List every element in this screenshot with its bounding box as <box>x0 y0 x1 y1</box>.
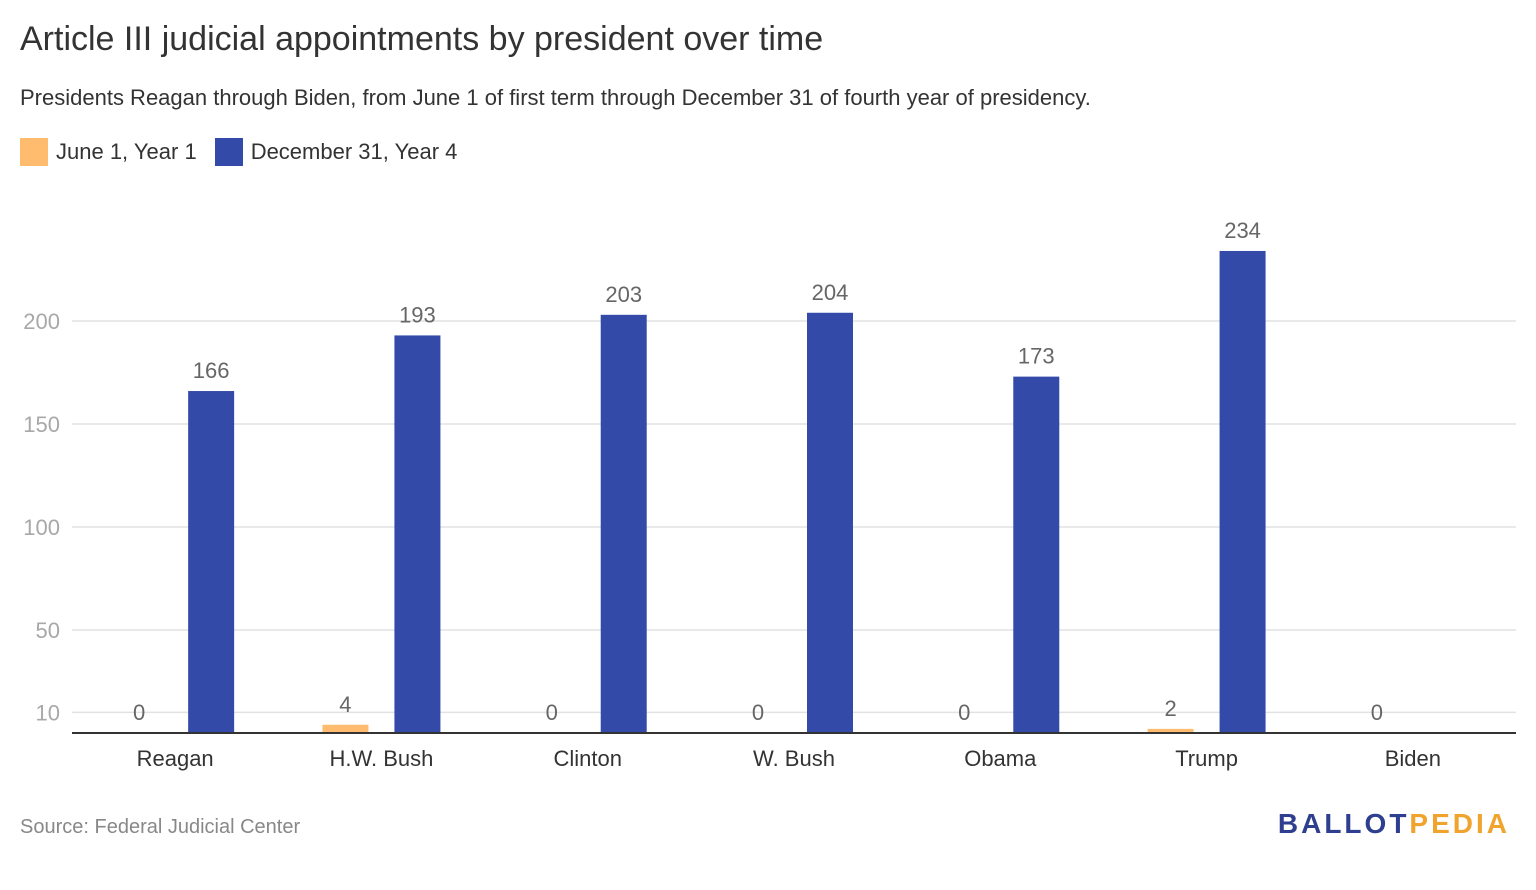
x-tick-label: Biden <box>1385 746 1441 771</box>
x-tick-label: Clinton <box>553 746 621 771</box>
data-label: 204 <box>812 280 849 305</box>
legend-label-june: June 1, Year 1 <box>56 139 197 164</box>
bar-december <box>394 335 441 733</box>
bar-june <box>1147 728 1194 733</box>
data-label: 173 <box>1018 344 1055 369</box>
data-label: 0 <box>958 700 970 725</box>
x-tick-label: Obama <box>964 746 1037 771</box>
data-label: 0 <box>1371 700 1383 725</box>
data-label: 0 <box>752 700 764 725</box>
y-tick-label: 10 <box>36 700 60 725</box>
data-label: 203 <box>605 282 642 307</box>
legend-swatch-june <box>20 138 48 166</box>
chart-title: Article III judicial appointments by pre… <box>20 20 824 58</box>
bar-june <box>322 724 369 733</box>
bar-december <box>600 314 647 733</box>
bar-december <box>1219 250 1266 733</box>
ballotpedia-logo: BALLOTPEDIA <box>1278 808 1510 840</box>
y-tick-label: 150 <box>23 412 60 437</box>
source-note: Source: Federal Judicial Center <box>20 816 301 838</box>
data-label: 166 <box>193 358 230 383</box>
legend: June 1, Year 1 December 31, Year 4 <box>20 138 475 166</box>
bar-december <box>1013 376 1060 733</box>
chart-subtitle: Presidents Reagan through Biden, from Ju… <box>20 85 1091 110</box>
legend-item-june: June 1, Year 1 <box>20 138 197 166</box>
x-tick-label: Reagan <box>137 746 214 771</box>
y-tick-label: 100 <box>23 515 60 540</box>
data-label: 193 <box>399 302 436 327</box>
logo-text-pedia: PEDIA <box>1409 808 1510 839</box>
legend-swatch-december <box>214 138 243 166</box>
y-tick-label: 50 <box>36 618 60 643</box>
legend-item-december: December 31, Year 4 <box>214 138 458 166</box>
y-tick-label: 200 <box>23 309 60 334</box>
data-label: 2 <box>1164 696 1176 721</box>
x-tick-label: W. Bush <box>753 746 835 771</box>
legend-label-december: December 31, Year 4 <box>250 139 458 164</box>
bar-december <box>807 312 853 733</box>
data-label: 0 <box>133 700 145 725</box>
bar-december <box>188 391 235 733</box>
data-label: 4 <box>339 692 351 717</box>
x-tick-label: Trump <box>1175 746 1238 771</box>
logo-text-ballot: BALLOT <box>1277 808 1410 839</box>
data-label: 0 <box>546 700 558 725</box>
x-tick-label: H.W. Bush <box>329 746 433 771</box>
data-label: 234 <box>1224 218 1261 243</box>
